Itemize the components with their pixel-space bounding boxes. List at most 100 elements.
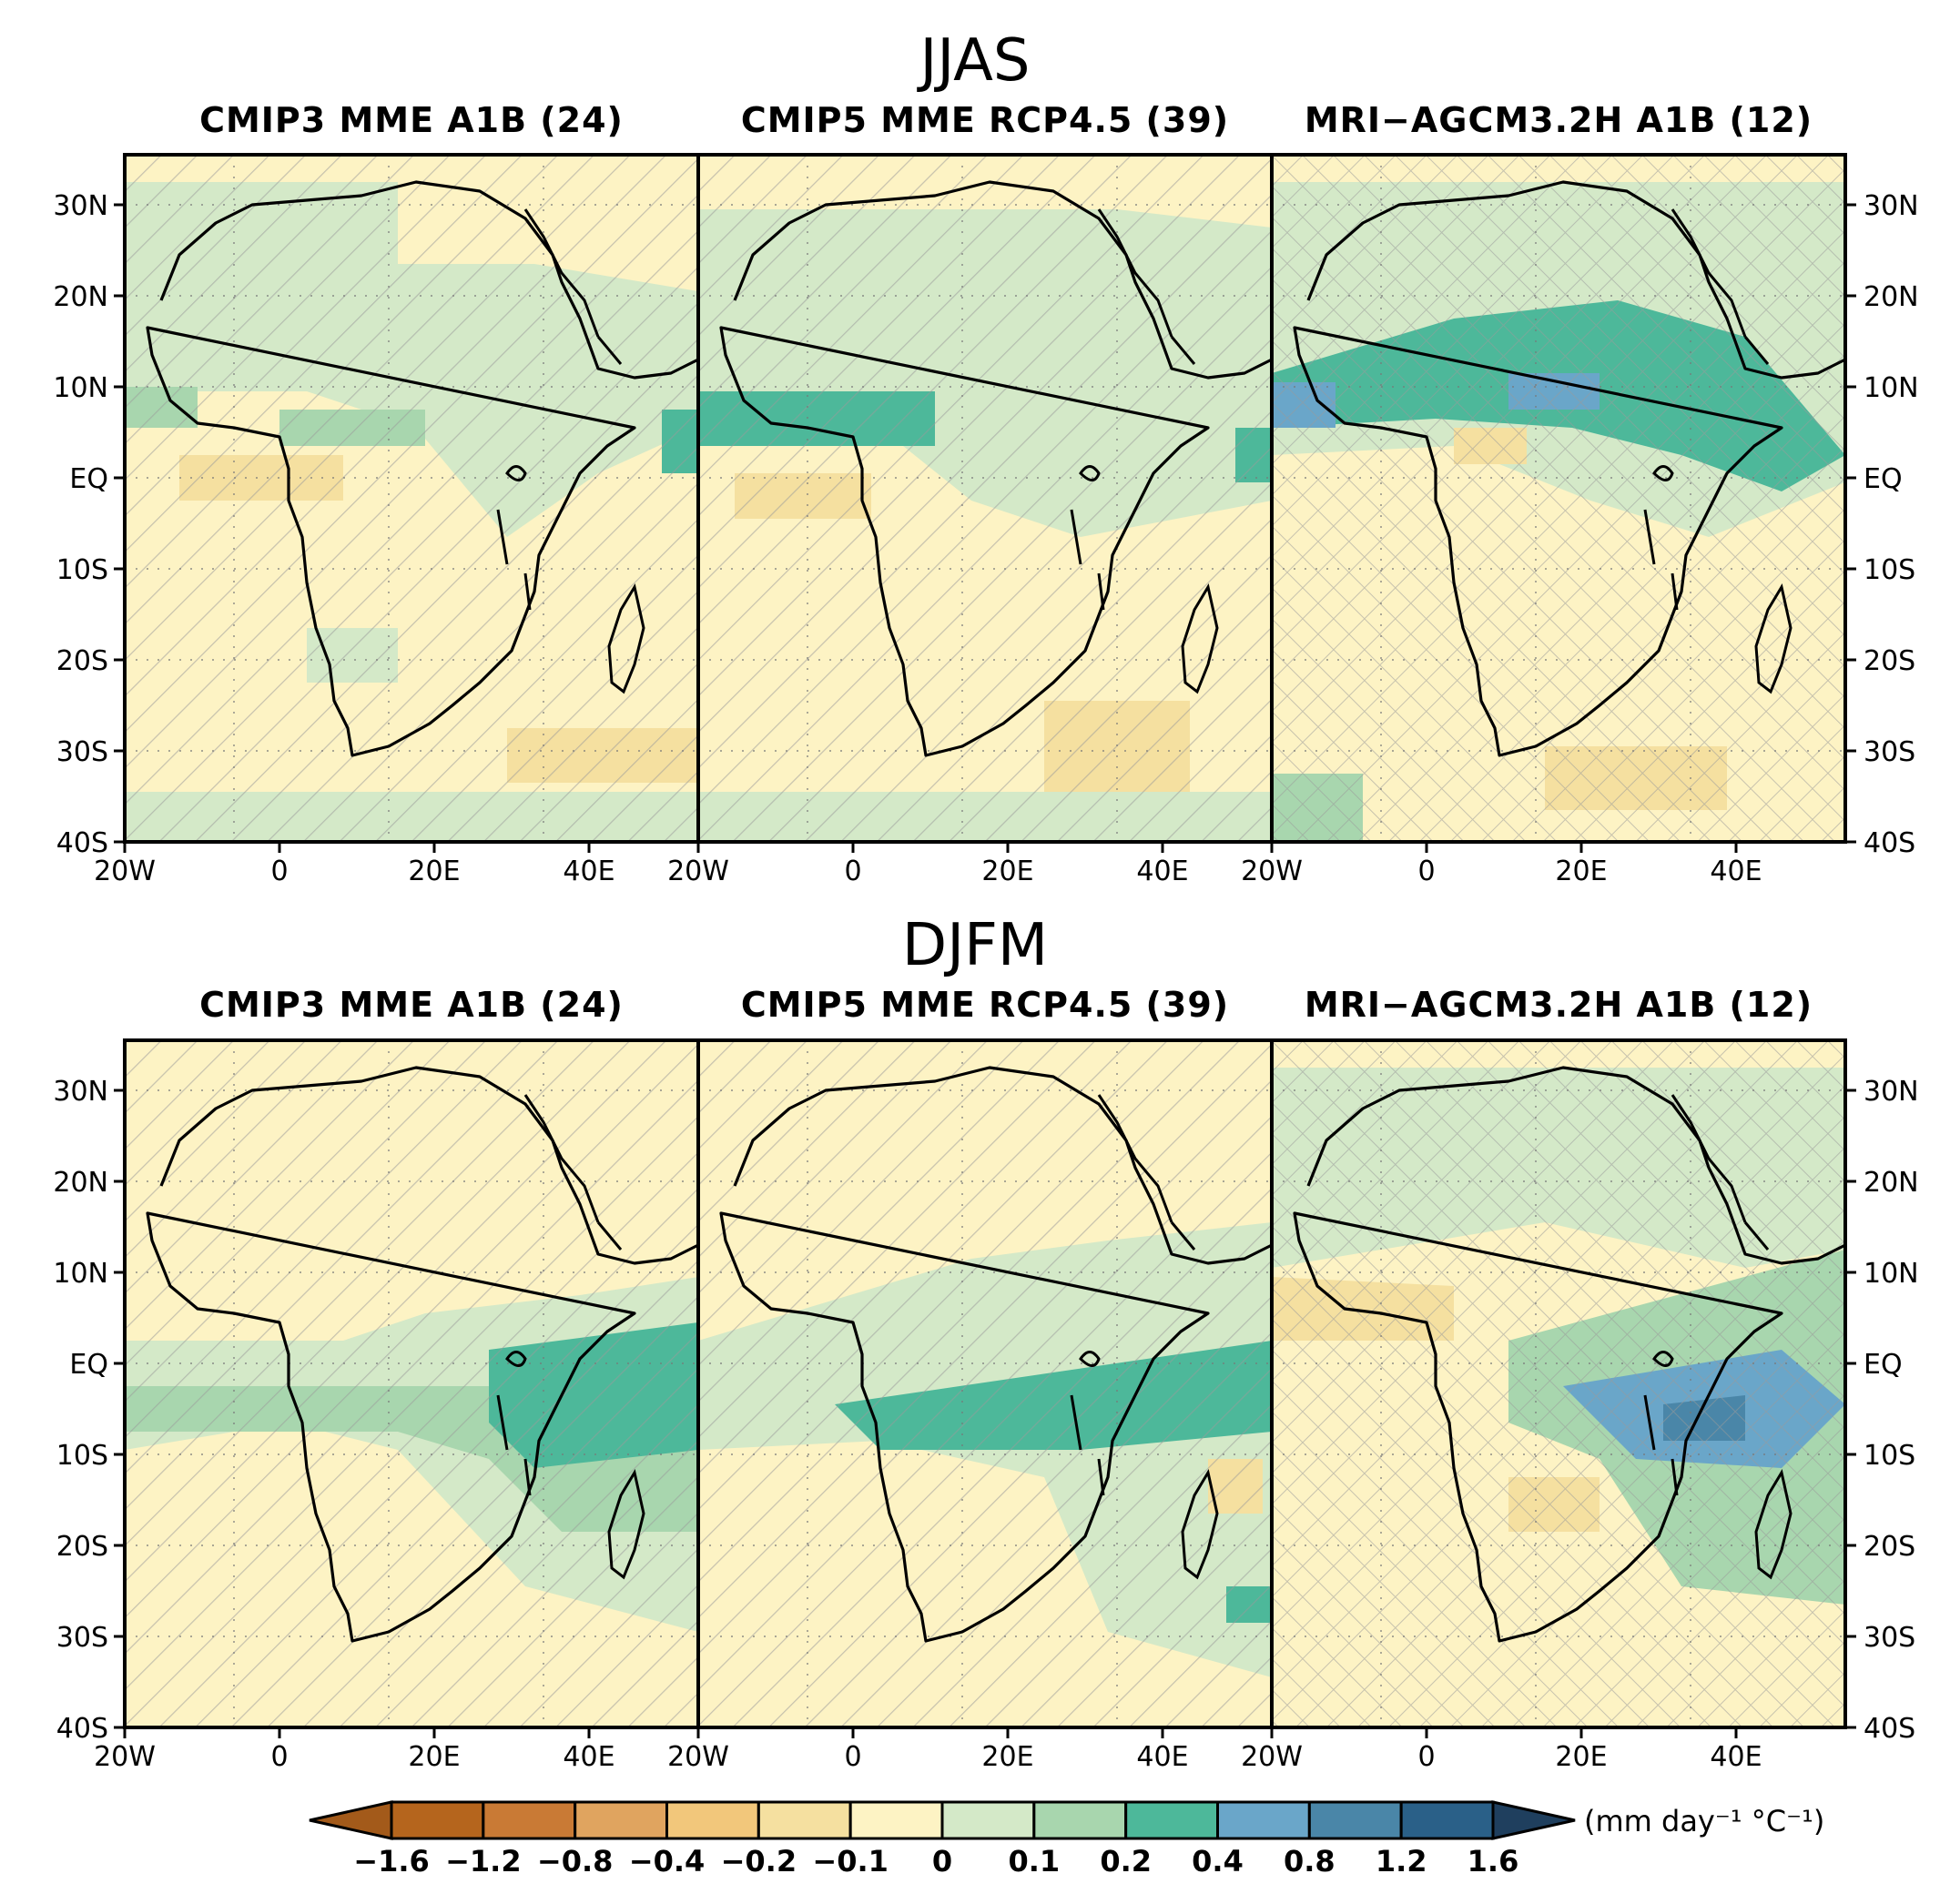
lat-tick-label-left: 30S bbox=[56, 1622, 108, 1654]
lon-tick-label: 0 bbox=[844, 856, 861, 887]
colorbar-segment bbox=[757, 1800, 852, 1840]
lon-tick-label: 40E bbox=[1136, 1741, 1188, 1773]
lat-tick-label-right: 30S bbox=[1864, 1622, 1915, 1654]
lat-tick-label-left: EQ bbox=[69, 463, 108, 495]
panel-title: CMIP5 MME RCP4.5 (39) bbox=[741, 100, 1229, 140]
colorbar-segment bbox=[1124, 1800, 1219, 1840]
panel-title: CMIP3 MME A1B (24) bbox=[199, 985, 624, 1025]
lon-tick-label: 20W bbox=[667, 1741, 729, 1773]
coastline bbox=[146, 180, 698, 757]
lat-tick-label-right: 10S bbox=[1864, 554, 1915, 586]
lat-tick-label-right: 20N bbox=[1864, 281, 1919, 313]
lon-tick-label: 20W bbox=[1241, 1741, 1303, 1773]
lat-tick-label-left: 30N bbox=[53, 190, 108, 222]
lat-tick-label-left: 10S bbox=[56, 554, 108, 586]
colorbar-segment bbox=[665, 1800, 760, 1840]
coastline bbox=[719, 1066, 1272, 1643]
colorbar-segment bbox=[1032, 1800, 1128, 1840]
lat-tick-label-right: 30N bbox=[1864, 190, 1919, 222]
lat-tick-label-right: 20S bbox=[1864, 645, 1915, 677]
season-title-djfm: DJFM bbox=[902, 912, 1048, 979]
lon-tick-label: 0 bbox=[270, 1741, 288, 1773]
lon-tick-label: 0 bbox=[270, 856, 288, 887]
colorbar: −1.6 −1.2 −0.8 −0.4 −0.2 −0.1 0 0.1 0.2 0.4 0.8 1.2… bbox=[309, 1800, 1824, 1879]
lat-tick-label-left: 20N bbox=[53, 281, 108, 313]
coastline bbox=[1293, 1066, 1845, 1643]
colorbar-label: −0.4 bbox=[629, 1844, 706, 1879]
significance-hatching bbox=[698, 1040, 1272, 1727]
colorbar-unit: (mm day⁻¹ °C⁻¹) bbox=[1584, 1804, 1824, 1838]
colorbar-segment bbox=[848, 1800, 944, 1840]
lat-tick-label-right: 20S bbox=[1864, 1531, 1915, 1563]
lat-tick-label-right: 20N bbox=[1864, 1167, 1919, 1199]
panel-title: MRI−AGCM3.2H A1B (12) bbox=[1305, 985, 1813, 1025]
lon-tick-label: 20E bbox=[981, 856, 1033, 887]
colorbar-segment bbox=[1216, 1800, 1311, 1840]
coastline bbox=[719, 180, 1272, 757]
lat-tick-label-left: 10N bbox=[53, 372, 108, 404]
lat-tick-label-left: 20N bbox=[53, 1167, 108, 1199]
lon-tick-label: 0 bbox=[1417, 856, 1435, 887]
colorbar-segment bbox=[940, 1800, 1036, 1840]
colorbar-segment bbox=[1399, 1800, 1495, 1840]
lat-tick-label-left: EQ bbox=[69, 1349, 108, 1381]
lon-tick-label: 20E bbox=[1555, 1741, 1607, 1773]
lat-tick-label-right: 10N bbox=[1864, 372, 1919, 404]
significance-hatching bbox=[1272, 155, 1845, 842]
colorbar-label: −1.6 bbox=[353, 1844, 430, 1879]
season-title-jjas: JJAS bbox=[916, 27, 1030, 95]
colorbar-label: 0.2 bbox=[1100, 1844, 1152, 1879]
colorbar-segment bbox=[1307, 1800, 1403, 1840]
lat-tick-label-left: 30N bbox=[53, 1076, 108, 1108]
panel-frame bbox=[1270, 1038, 1847, 1729]
colorbar-label: 1.6 bbox=[1468, 1844, 1519, 1879]
colorbar-left-arrow bbox=[309, 1800, 393, 1840]
lon-tick-label: 0 bbox=[1417, 1741, 1435, 1773]
colorbar-label: −0.1 bbox=[812, 1844, 889, 1879]
lat-tick-label-right: 10S bbox=[1864, 1440, 1915, 1472]
colorbar-label: 0 bbox=[932, 1844, 952, 1879]
lon-tick-label: 40E bbox=[1710, 856, 1762, 887]
colorbar-segment bbox=[390, 1800, 485, 1840]
colorbar-right-arrow bbox=[1491, 1800, 1576, 1840]
significance-hatching bbox=[698, 155, 1272, 842]
colorbar-label: 1.2 bbox=[1376, 1844, 1427, 1879]
lon-tick-label: 40E bbox=[1710, 1741, 1762, 1773]
lat-tick-label-right: EQ bbox=[1864, 1349, 1903, 1381]
map-panel bbox=[698, 155, 1272, 842]
lat-tick-label-right: 30S bbox=[1864, 736, 1915, 768]
colorbar-segment bbox=[574, 1800, 669, 1840]
coastline bbox=[146, 1066, 698, 1643]
lon-tick-label: 20W bbox=[1241, 856, 1303, 887]
lat-tick-label-right: 40S bbox=[1864, 1713, 1915, 1745]
lon-tick-label: 20E bbox=[408, 1741, 460, 1773]
colorbar-label: −1.2 bbox=[445, 1844, 522, 1879]
significance-hatching bbox=[1272, 1040, 1845, 1727]
panel-title: CMIP5 MME RCP4.5 (39) bbox=[741, 985, 1229, 1025]
colorbar-label: 0.4 bbox=[1192, 1844, 1244, 1879]
lon-tick-label: 40E bbox=[563, 1741, 614, 1773]
lat-tick-label-left: 40S bbox=[56, 827, 108, 859]
lat-tick-label-right: 30N bbox=[1864, 1076, 1919, 1108]
lat-tick-label-left: 20S bbox=[56, 645, 108, 677]
lon-tick-label: 40E bbox=[1136, 856, 1188, 887]
lon-tick-label: 20E bbox=[408, 856, 460, 887]
significance-hatching bbox=[125, 155, 698, 842]
lat-tick-label-left: 10N bbox=[53, 1258, 108, 1290]
lat-tick-label-right: 40S bbox=[1864, 827, 1915, 859]
map-panel bbox=[125, 1040, 698, 1727]
map-panel bbox=[1272, 1040, 1845, 1727]
colorbar-label: −0.2 bbox=[721, 1844, 797, 1879]
lat-tick-label-left: 30S bbox=[56, 736, 108, 768]
lat-tick-label-left: 10S bbox=[56, 1440, 108, 1472]
lon-tick-label: 0 bbox=[844, 1741, 861, 1773]
panel-frame bbox=[1270, 153, 1847, 844]
lon-tick-label: 20W bbox=[94, 856, 156, 887]
lat-tick-label-left: 40S bbox=[56, 1713, 108, 1745]
lon-tick-label: 20E bbox=[981, 1741, 1033, 1773]
lon-tick-label: 20W bbox=[667, 856, 729, 887]
lon-tick-label: 20E bbox=[1555, 856, 1607, 887]
coastline bbox=[1293, 180, 1845, 757]
colorbar-label: 0.1 bbox=[1008, 1844, 1060, 1879]
